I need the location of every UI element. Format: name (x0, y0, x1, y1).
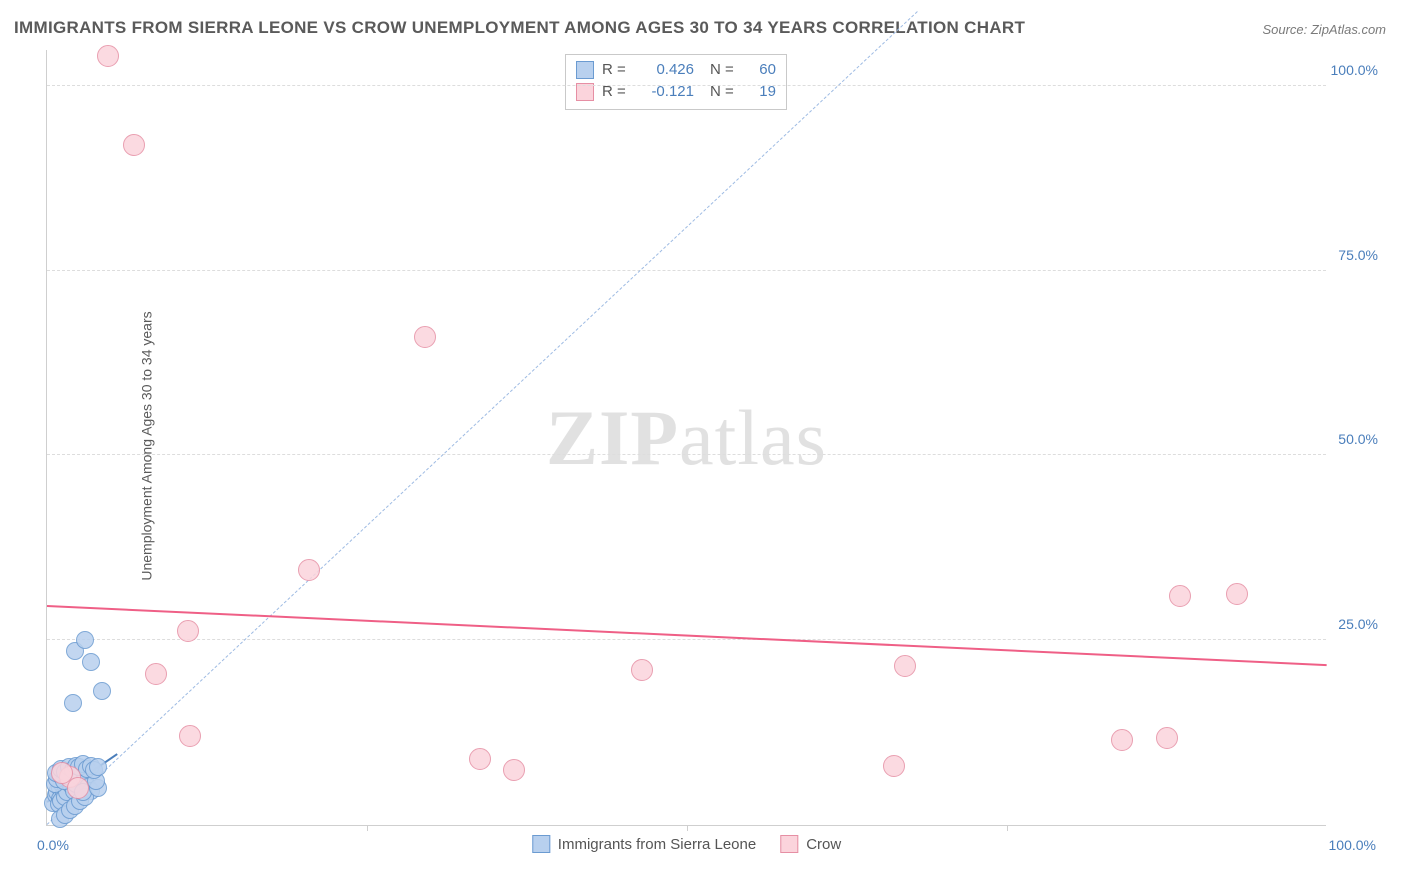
legend-label: Immigrants from Sierra Leone (558, 836, 756, 853)
x-tick-mark (367, 825, 368, 831)
x-tick-mark (687, 825, 688, 831)
legend-swatch (532, 835, 550, 853)
correlation-stats-box: R =0.426N =60R =-0.121N =19 (565, 54, 787, 110)
data-point-pink (51, 762, 73, 784)
data-point-pink (631, 659, 653, 681)
watermark: ZIPatlas (546, 393, 827, 483)
data-point-pink (894, 655, 916, 677)
plot-area: ZIPatlas R =0.426N =60R =-0.121N =19 Imm… (46, 50, 1326, 826)
legend-item: Immigrants from Sierra Leone (532, 835, 756, 853)
data-point-pink (1169, 585, 1191, 607)
gridline-h (47, 454, 1326, 455)
x-tick-mark (1007, 825, 1008, 831)
data-point-pink (503, 759, 525, 781)
data-point-pink (298, 559, 320, 581)
legend-item: Crow (780, 835, 841, 853)
watermark-zip: ZIP (546, 394, 679, 481)
y-tick-label: 25.0% (1338, 616, 1378, 632)
watermark-atlas: atlas (679, 394, 827, 481)
data-point-pink (1226, 583, 1248, 605)
gridline-h (47, 270, 1326, 271)
data-point-pink (883, 755, 905, 777)
reference-diagonal (47, 11, 918, 825)
trend-line-pink (47, 605, 1327, 666)
legend: Immigrants from Sierra Leone Crow (532, 835, 841, 853)
x-tick-label: 0.0% (37, 837, 69, 853)
data-point-pink (177, 620, 199, 642)
r-value-blue: 0.426 (638, 59, 694, 81)
y-tick-label: 50.0% (1338, 431, 1378, 447)
data-point-blue (76, 631, 94, 649)
y-tick-label: 100.0% (1331, 62, 1378, 78)
legend-label: Crow (806, 836, 841, 853)
corr-row-blue: R = 0.426 N = 60 (576, 59, 776, 81)
gridline-h (47, 639, 1326, 640)
data-point-pink (97, 45, 119, 67)
data-point-blue (93, 682, 111, 700)
data-point-pink (145, 663, 167, 685)
data-point-pink (1111, 729, 1133, 751)
gridline-h (47, 85, 1326, 86)
n-label: N = (710, 59, 738, 81)
x-tick-label: 100.0% (1329, 837, 1376, 853)
data-point-blue (64, 694, 82, 712)
source-attribution: Source: ZipAtlas.com (1262, 22, 1386, 37)
data-point-pink (414, 326, 436, 348)
data-point-pink (123, 134, 145, 156)
n-value-blue: 60 (746, 59, 776, 81)
y-tick-label: 75.0% (1338, 247, 1378, 263)
data-point-pink (1156, 727, 1178, 749)
data-point-pink (469, 748, 491, 770)
data-point-blue (82, 653, 100, 671)
chart-title: IMMIGRANTS FROM SIERRA LEONE VS CROW UNE… (14, 18, 1025, 38)
swatch-blue (576, 61, 594, 79)
r-label: R = (602, 59, 630, 81)
legend-swatch (780, 835, 798, 853)
data-point-pink (179, 725, 201, 747)
data-point-blue (89, 758, 107, 776)
